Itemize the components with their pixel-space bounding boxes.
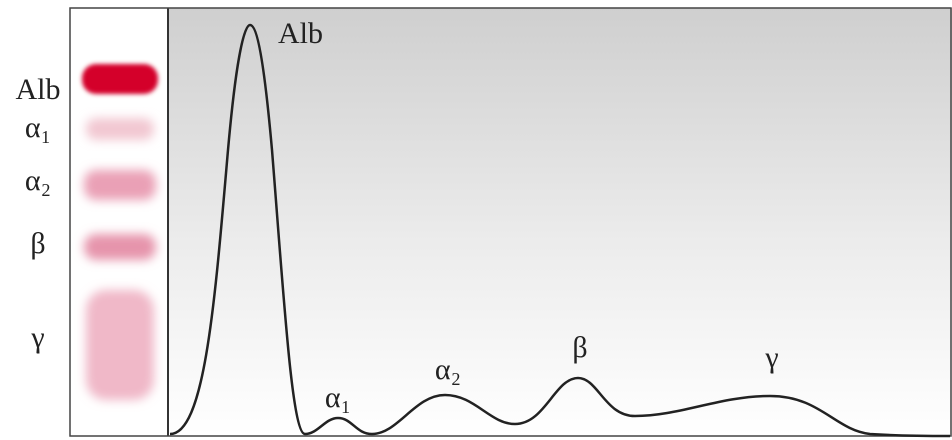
- gel-label: β: [30, 227, 45, 260]
- band-alpha2: [84, 170, 156, 200]
- electrophoresis-diagram: Alb α₁ α₂ β γ Alb α₁ α₂ β γ: [0, 0, 952, 440]
- gel-label: Alb: [16, 73, 61, 106]
- peak-label: Alb: [278, 17, 323, 50]
- gel-label: γ: [30, 321, 44, 354]
- peak-label: α₁: [325, 381, 351, 414]
- band-alb: [82, 64, 158, 94]
- band-gamma: [86, 290, 154, 400]
- plot-background: [168, 8, 952, 436]
- gel-label: α₂: [25, 164, 51, 197]
- band-beta: [84, 234, 156, 260]
- peak-label: β: [572, 331, 587, 364]
- band-alpha1: [86, 118, 154, 140]
- gel-label: α₁: [25, 111, 51, 144]
- peak-label: α₂: [435, 353, 461, 386]
- peak-label: γ: [764, 341, 778, 374]
- gel-label-group: Alb α₁ α₂ β γ: [16, 73, 61, 354]
